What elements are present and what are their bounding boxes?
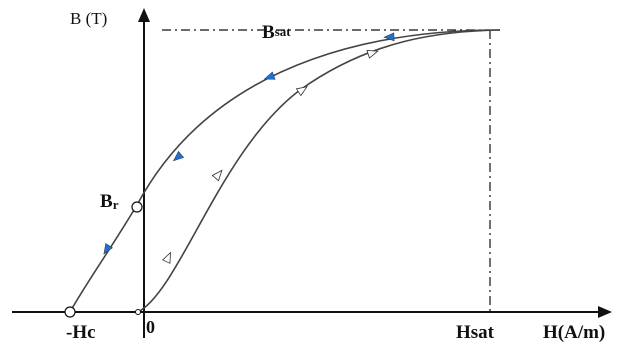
origin-label: 0 [146,317,155,337]
ascending-arrow-2 [211,169,223,182]
origin-point-marker [135,309,141,315]
bsat-label-sub: sat [275,24,292,39]
hsat-label: Hsat [456,322,495,343]
ascending-arrow-1 [161,251,171,264]
br-label-main: B [100,191,113,212]
br-point-marker [131,201,143,213]
ascending-branch [137,29,501,313]
descending-branch [69,29,501,313]
hc-label: -Hc [66,322,96,343]
ascending-arrow-4 [366,49,379,59]
x-axis-label: H(A/m) [543,322,605,343]
ascending-arrow-3 [295,86,308,97]
descending-arrow-3 [172,150,185,162]
h-axis-arrowhead [598,306,612,318]
y-axis-label: B (T) [70,9,107,28]
hc-point-marker [64,306,76,318]
descending-arrow-2 [263,71,276,80]
bsat-label-main: B [262,22,275,43]
b-axis-arrowhead [138,8,150,22]
descending-arrow-1 [383,32,395,42]
descending-arrow-4 [103,243,113,255]
br-label-sub: r [113,197,119,212]
bsat-label: Bsat [262,22,291,43]
br-label: Br [100,191,119,212]
